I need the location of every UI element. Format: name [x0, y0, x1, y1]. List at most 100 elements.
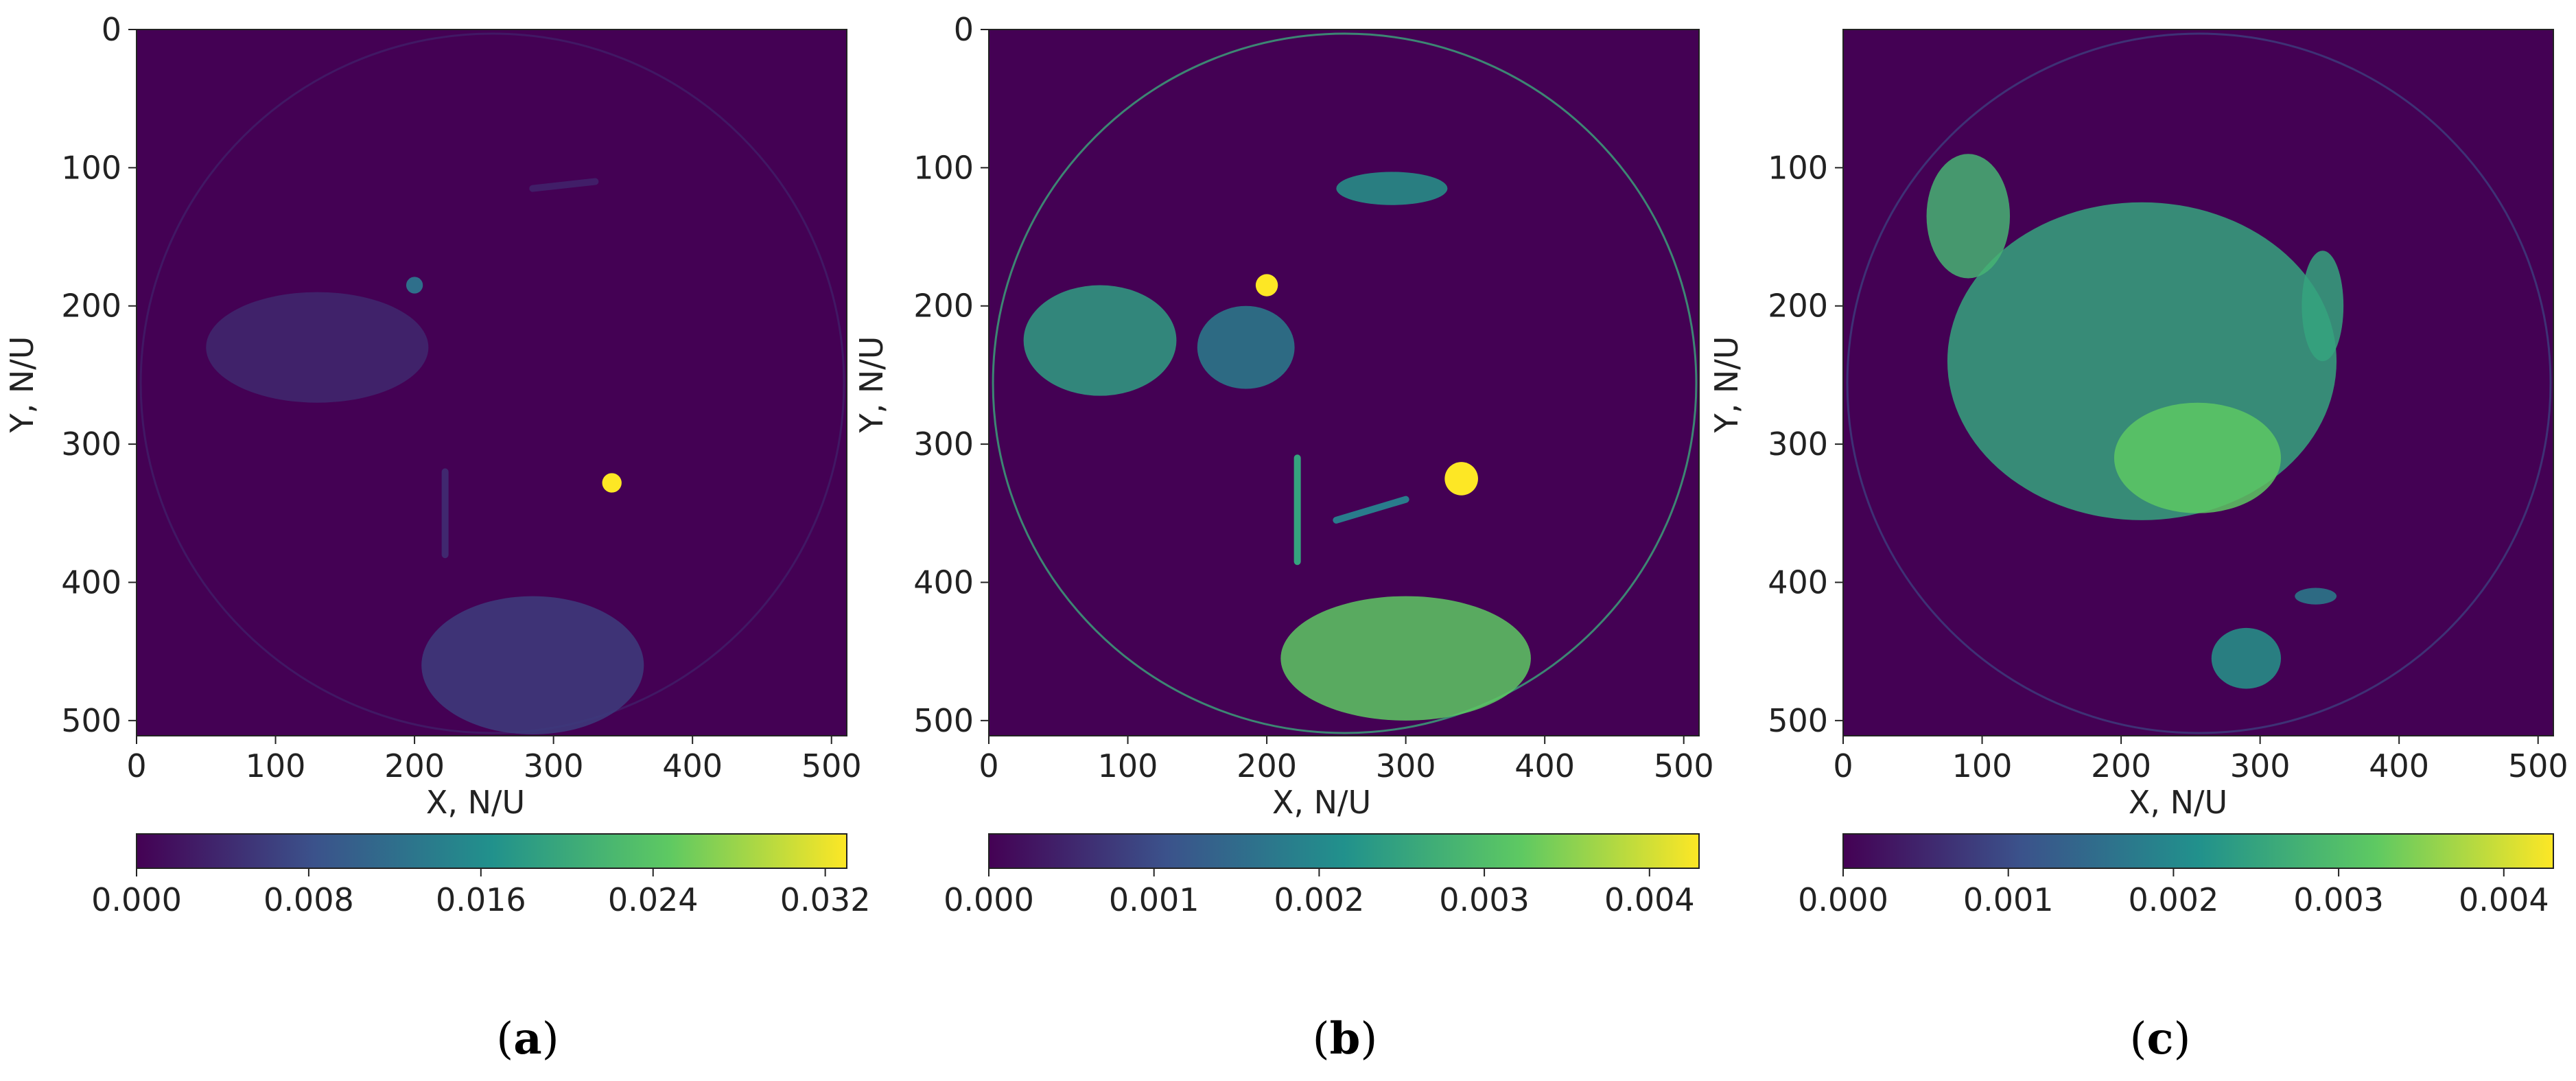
- heatmap-feature-b-1: [1255, 274, 1278, 297]
- field-of-view-rim-b: [992, 32, 1698, 734]
- x-tick-label-c-2: 200: [2091, 747, 2151, 784]
- colorbar-a: 0.000 0.008 0.016 0.024 0.032: [91, 833, 871, 918]
- colorbar-c: 0.000 0.001 0.002 0.003 0.004: [1798, 833, 2554, 918]
- heatmap-feature-a-0: [602, 473, 622, 493]
- heatmap-a: [137, 30, 847, 736]
- y-axis-label-a: Y, N/U: [3, 336, 40, 434]
- x-axis-label-c: X, N/U: [2129, 784, 2227, 821]
- caption-letter-a: a: [513, 1013, 541, 1065]
- heatmap-feature-c-3: [2211, 627, 2282, 689]
- colorbar-tick-label-c-1: 0.001: [1963, 881, 2054, 918]
- caption-letter-c: c: [2147, 1013, 2174, 1065]
- colorbar-tick-label-a-3: 0.024: [608, 881, 699, 918]
- colorbar-tick-label-a-1: 0.008: [264, 881, 354, 918]
- y-tick-label-b-3: 300: [913, 426, 974, 463]
- y-tick-label-a-4: 400: [61, 563, 121, 601]
- heatmap-feature-b-5: [1336, 172, 1448, 205]
- heatmap-feature-c-4: [2295, 588, 2337, 605]
- x-tick-label-a-5: 500: [801, 747, 862, 784]
- x-tick-label-b-0: 0: [979, 747, 998, 784]
- heatmap-feature-b-3: [1197, 305, 1295, 389]
- x-tick-label-c-5: 500: [2508, 747, 2568, 784]
- field-of-view-rim-a: [139, 32, 845, 734]
- x-tick-label-a-3: 300: [524, 747, 584, 784]
- heatmap-b: [989, 30, 1699, 736]
- plot-frame-c: [1842, 29, 2554, 736]
- colorbar-tick-label-b-1: 0.001: [1109, 881, 1199, 918]
- colorbar-tick-label-c-0: 0.000: [1798, 881, 1888, 918]
- y-tick-label-b-4: 400: [913, 563, 974, 601]
- y-axis-label-c: Y, N/U: [1708, 336, 1745, 434]
- x-axis-label-a: X, N/U: [426, 784, 525, 821]
- caption-letter-b: b: [1330, 1013, 1361, 1065]
- colorbar-tick-label-a-4: 0.032: [780, 881, 871, 918]
- colorbar-tick-label-c-4: 0.004: [2459, 881, 2549, 918]
- heatmap-feature-a-2: [206, 292, 429, 403]
- plot-frame-a: [136, 29, 847, 736]
- heatmap-feature-a-3: [421, 596, 644, 734]
- x-tick-label-c-4: 400: [2369, 747, 2429, 784]
- colorbar-tick-label-b-0: 0.000: [944, 881, 1034, 918]
- caption-a: (a): [496, 1013, 559, 1065]
- heatmap-feature-c-2: [2114, 402, 2282, 513]
- x-tick-label-a-0: 0: [126, 747, 146, 784]
- x-tick-label-b-2: 200: [1237, 747, 1297, 784]
- panel-c: 0 100 200 300 400 500 100 200 300 400 500 X, N/U Y…: [1708, 29, 2568, 1065]
- x-tick-label-a-2: 200: [384, 747, 445, 784]
- colorbar-tick-label-b-3: 0.003: [1439, 881, 1530, 918]
- y-tick-label-b-1: 100: [913, 149, 974, 186]
- y-tick-label-c-1: 200: [1768, 288, 1828, 325]
- y-tick-label-a-5: 500: [61, 702, 121, 739]
- colorbar-gradient-b: [988, 833, 1700, 869]
- heatmap-feature-b-7: [1333, 496, 1409, 524]
- x-tick-label-a-1: 100: [246, 747, 306, 784]
- x-tick-label-b-5: 500: [1654, 747, 1714, 784]
- x-tick-label-b-3: 300: [1376, 747, 1436, 784]
- x-tick-label-a-4: 400: [662, 747, 723, 784]
- y-tick-label-c-0: 100: [1768, 149, 1828, 186]
- x-tick-label-b-1: 100: [1098, 747, 1158, 784]
- heatmap-feature-b-0: [1444, 462, 1478, 496]
- colorbar-tick-label-a-2: 0.016: [436, 881, 526, 918]
- y-tick-label-a-1: 100: [61, 149, 121, 186]
- colorbar-b: 0.000 0.001 0.002 0.003 0.004: [944, 833, 1700, 918]
- y-tick-label-b-5: 500: [913, 702, 974, 739]
- heatmap-feature-a-1: [406, 277, 423, 294]
- colorbar-tick-label-b-2: 0.002: [1274, 881, 1365, 918]
- y-tick-label-c-4: 500: [1768, 702, 1828, 739]
- colorbar-tick-label-c-2: 0.002: [2129, 881, 2219, 918]
- y-tick-label-c-3: 400: [1768, 563, 1828, 601]
- y-axis-label-b: Y, N/U: [853, 336, 890, 434]
- y-tick-label-c-2: 300: [1768, 426, 1828, 463]
- y-tick-label-b-2: 200: [913, 288, 974, 325]
- heatmap-feature-b-4: [1280, 596, 1531, 721]
- heatmap-feature-b-2: [1023, 285, 1177, 396]
- y-tick-label-a-2: 200: [61, 288, 121, 325]
- x-tick-label-c-1: 100: [1952, 747, 2013, 784]
- field-of-view-rim-c: [1846, 32, 2552, 734]
- colorbar-gradient-c: [1842, 833, 2554, 869]
- y-tick-label-b-0: 0: [954, 11, 974, 48]
- axes-c: 0 100 200 300 400 500 100 200 300 400 500: [1768, 29, 2568, 784]
- x-tick-label-c-0: 0: [1833, 747, 1853, 784]
- colorbar-tick-label-c-3: 0.003: [2293, 881, 2384, 918]
- caption-c: (c): [2130, 1013, 2191, 1065]
- caption-b: (b): [1313, 1013, 1378, 1065]
- colorbar-gradient-a: [136, 833, 847, 869]
- plot-frame-b: [988, 29, 1700, 736]
- y-tick-label-a-3: 300: [61, 426, 121, 463]
- heatmap-c: [1843, 30, 2553, 736]
- x-tick-label-b-4: 400: [1514, 747, 1575, 784]
- colorbar-tick-label-a-0: 0.000: [91, 881, 182, 918]
- heatmap-feature-c-1: [1926, 154, 2011, 279]
- colorbar-tick-label-b-4: 0.004: [1604, 881, 1695, 918]
- y-tick-label-a-0: 0: [102, 11, 121, 48]
- x-tick-label-c-3: 300: [2230, 747, 2291, 784]
- x-axis-label-b: X, N/U: [1272, 784, 1371, 821]
- heatmap-feature-c-5: [2302, 251, 2344, 362]
